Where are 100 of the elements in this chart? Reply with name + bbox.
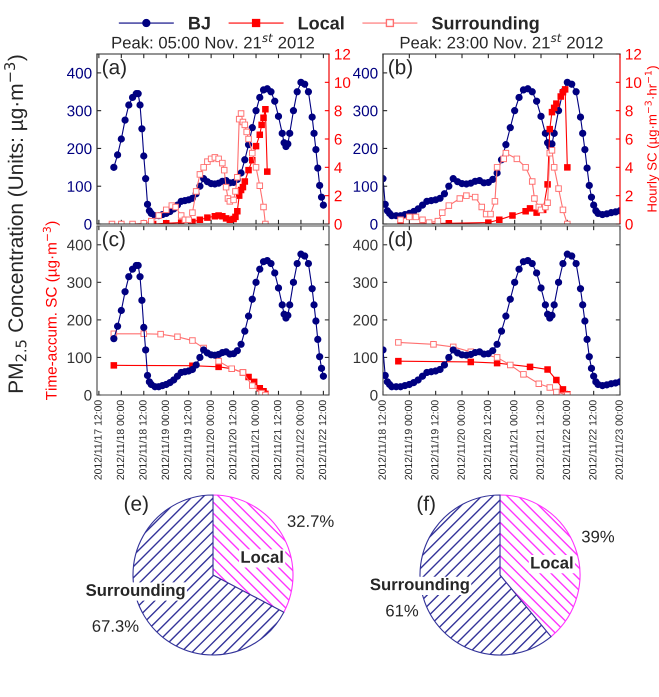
point bbox=[564, 164, 571, 171]
chart-title: Peak: 23:00 Nov. 21$^{st}$ 2012 bbox=[400, 34, 603, 49]
point bbox=[562, 86, 568, 93]
point bbox=[456, 195, 464, 202]
point bbox=[395, 339, 402, 346]
x-tick-label: 2012/11/21 00:00 bbox=[510, 400, 518, 480]
y2-tick-label: 2 bbox=[334, 190, 342, 202]
slice-label: Surrounding bbox=[370, 578, 469, 594]
point bbox=[196, 171, 204, 178]
point bbox=[412, 214, 420, 220]
point bbox=[531, 195, 538, 202]
point bbox=[494, 360, 500, 366]
y2-tick-label: 4 bbox=[334, 162, 342, 173]
data-label: 32.7% bbox=[288, 515, 334, 528]
x-tick-label: 2012/11/18 00:00 bbox=[116, 400, 124, 480]
point bbox=[234, 174, 241, 181]
slice-label: Local bbox=[242, 550, 283, 563]
point bbox=[546, 384, 554, 391]
point bbox=[249, 150, 256, 156]
annotation: (b) bbox=[389, 59, 412, 79]
y-tick-label: 0 bbox=[84, 390, 92, 401]
x-tick-label: 2012/11/22 00:00 bbox=[562, 400, 570, 480]
point bbox=[485, 219, 492, 224]
point bbox=[468, 358, 474, 366]
x-tick-label: 2012/11/21 12:00 bbox=[536, 400, 544, 480]
y2-tick-label: 8 bbox=[626, 106, 633, 116]
x-tick-label: 2012/11/22 00:00 bbox=[296, 400, 304, 480]
x-tick-label: 2012/11/20 12:00 bbox=[228, 400, 236, 480]
point bbox=[215, 358, 222, 364]
y2-tick-label: 0 bbox=[625, 218, 633, 230]
chart-title: (f) bbox=[418, 496, 435, 515]
point bbox=[553, 376, 560, 384]
point bbox=[157, 330, 164, 338]
y-tick-label: 0 bbox=[370, 218, 378, 230]
point bbox=[487, 210, 494, 218]
point bbox=[258, 122, 265, 128]
y2-tick-label: 8 bbox=[334, 106, 342, 116]
y-tick-label: 100 bbox=[354, 352, 378, 364]
point bbox=[230, 196, 237, 204]
point bbox=[430, 341, 437, 348]
y2-tick-label: 12 bbox=[626, 48, 642, 60]
point bbox=[110, 362, 118, 369]
point bbox=[502, 150, 510, 156]
legend-label: Local bbox=[298, 16, 344, 30]
point bbox=[162, 206, 170, 214]
y-tick-label: 300 bbox=[67, 277, 92, 288]
slice-label: Local bbox=[531, 556, 572, 569]
point bbox=[196, 216, 204, 224]
y2-tick-label: 6 bbox=[626, 134, 633, 145]
y-tick-label: 100 bbox=[68, 181, 92, 192]
point bbox=[189, 337, 196, 344]
y-tick-label: 300 bbox=[353, 106, 378, 116]
point bbox=[260, 204, 267, 210]
y-tick-label: 200 bbox=[353, 314, 378, 326]
point bbox=[496, 216, 503, 224]
point bbox=[220, 166, 228, 174]
x-tick-label: 2012/11/17 12:00 bbox=[94, 400, 102, 480]
annotation: (c) bbox=[102, 231, 125, 250]
x-tick-label: 2012/11/18 12:00 bbox=[378, 400, 386, 480]
y-tick-label: 0 bbox=[84, 218, 92, 230]
y2-tick-label: 10 bbox=[626, 77, 642, 88]
data-label: 61% bbox=[386, 604, 418, 617]
point bbox=[438, 209, 446, 216]
point bbox=[472, 194, 478, 200]
point bbox=[200, 164, 207, 171]
y-tick-label: 300 bbox=[67, 106, 92, 116]
point bbox=[148, 218, 155, 224]
y-tick-label: 400 bbox=[353, 240, 378, 250]
point bbox=[560, 386, 566, 393]
point bbox=[245, 136, 252, 142]
chart-title: Peak: 05:00 Nov. 21$^{st}$ 2012 bbox=[112, 34, 314, 49]
y2-axis-title: Hourly SC (µg·m$^{−3}$·hr$^{−1}$) bbox=[644, 66, 659, 212]
y-axis-title: PM$_{2.5}$ Concentration (Units: µg·m$^{−3}$) bbox=[4, 56, 28, 392]
x-tick-label: 2012/11/21 00:00 bbox=[251, 400, 259, 480]
x-tick-label: 2012/11/19 00:00 bbox=[404, 400, 412, 480]
x-tick-label: 2012/11/19 12:00 bbox=[430, 400, 438, 480]
point bbox=[240, 184, 246, 190]
y-tick-label: 400 bbox=[67, 240, 92, 250]
x-tick-label: 2012/11/22 12:00 bbox=[318, 400, 326, 480]
point bbox=[560, 206, 566, 214]
y-tick-label: 400 bbox=[353, 68, 378, 79]
data-label: 39% bbox=[582, 530, 614, 542]
x-tick-label: 2012/11/20 12:00 bbox=[483, 400, 492, 480]
y-tick-label: 200 bbox=[67, 143, 92, 154]
point bbox=[526, 364, 534, 370]
point bbox=[219, 160, 226, 166]
point bbox=[252, 142, 260, 150]
point bbox=[463, 192, 470, 199]
point bbox=[249, 382, 256, 389]
point bbox=[526, 205, 534, 212]
point bbox=[520, 371, 527, 378]
y-tick-label: 400 bbox=[67, 68, 92, 79]
y2-tick-label: 4 bbox=[625, 162, 633, 173]
point bbox=[548, 147, 556, 154]
x-tick-label: 2012/11/18 12:00 bbox=[138, 400, 147, 480]
point bbox=[234, 208, 241, 215]
y2-tick-label: 2 bbox=[626, 190, 633, 202]
y-tick-label: 0 bbox=[370, 390, 378, 401]
point bbox=[494, 354, 500, 361]
y-tick-label: 100 bbox=[354, 181, 378, 192]
